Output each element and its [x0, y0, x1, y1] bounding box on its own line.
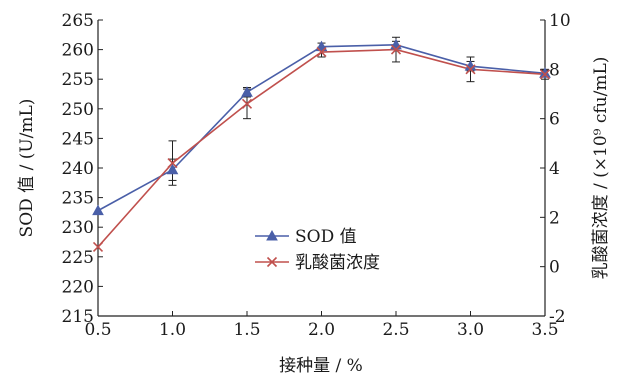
y-left-tick-label: 240	[62, 159, 94, 179]
y-right-tick-label: 2	[549, 208, 560, 228]
sod-point	[166, 163, 179, 175]
lab-point	[539, 69, 551, 80]
series-markers	[92, 38, 551, 252]
y-left-tick-label: 215	[62, 307, 94, 327]
x-tick-label: 1.5	[233, 320, 260, 340]
y-left-tick-label: 255	[62, 70, 94, 90]
ticks: 215 220 225 230 235 240 245 250 255 260 265 -2 0 2 4 6 8…	[62, 11, 571, 340]
x-axis-label: 接种量 / %	[279, 356, 363, 376]
y-right-tick-label: 0	[549, 258, 560, 278]
legend-marker	[266, 229, 278, 241]
y-left-tick-label: 250	[62, 100, 94, 120]
sod-point	[315, 40, 328, 52]
sod-point	[92, 204, 104, 216]
y-axis-left-label: SOD 值 / (U/mL)	[17, 99, 37, 238]
x-tick-label: 2.5	[382, 320, 409, 340]
lab-point-stroke	[92, 241, 104, 252]
x-tick-label: 3.5	[531, 320, 558, 340]
lab-point	[465, 64, 476, 75]
legend-label: SOD 值	[295, 227, 357, 247]
y-right-tick-label: 8	[549, 60, 560, 80]
y-right-tick-label: -2	[549, 307, 566, 327]
y-left-tick-label: 235	[62, 189, 94, 209]
x-tick-label: 1.0	[159, 320, 186, 340]
y-right-tick-label: 10	[549, 11, 571, 31]
series-line-lab	[97, 48, 546, 248]
x-tick-label: 2.0	[308, 320, 335, 340]
y-left-tick-label: 220	[62, 277, 94, 297]
series-lines	[97, 44, 546, 248]
lab-point-stroke	[241, 98, 253, 109]
legend-marker	[266, 256, 278, 268]
lab-point	[316, 47, 327, 58]
y-left-tick-label: 245	[62, 129, 94, 149]
lab-point-stroke	[390, 44, 402, 55]
y-axis-right-label: 乳酸菌浓度 / (×10⁹ cfu/mL)	[591, 57, 611, 280]
lab-point-stroke	[539, 69, 551, 80]
lab-point-stroke	[465, 64, 476, 75]
error-bars	[168, 36, 549, 186]
lab-point	[92, 241, 104, 252]
y-left-tick-label: 225	[62, 248, 94, 268]
x-tick-label: 3.0	[457, 320, 484, 340]
y-left-tick-label: 265	[62, 11, 94, 31]
y-right-tick-label: 4	[549, 159, 560, 179]
y-left-tick-label: 230	[62, 218, 94, 238]
lab-point-stroke	[316, 47, 327, 58]
lab-point	[167, 158, 178, 169]
legend-label: 乳酸菌浓度	[295, 253, 380, 273]
lab-point	[390, 44, 402, 55]
y-right-tick-label: 6	[549, 110, 560, 130]
sod-point	[241, 86, 253, 97]
y-left-tick-label: 260	[62, 41, 94, 61]
lab-point-stroke	[167, 158, 178, 169]
lab-point	[241, 98, 253, 109]
x-tick-label: 0.5	[84, 320, 111, 340]
